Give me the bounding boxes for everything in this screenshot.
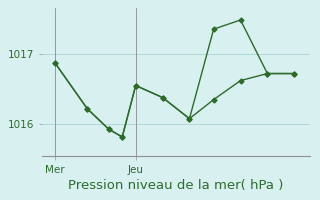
- X-axis label: Pression niveau de la mer( hPa ): Pression niveau de la mer( hPa ): [68, 179, 284, 192]
